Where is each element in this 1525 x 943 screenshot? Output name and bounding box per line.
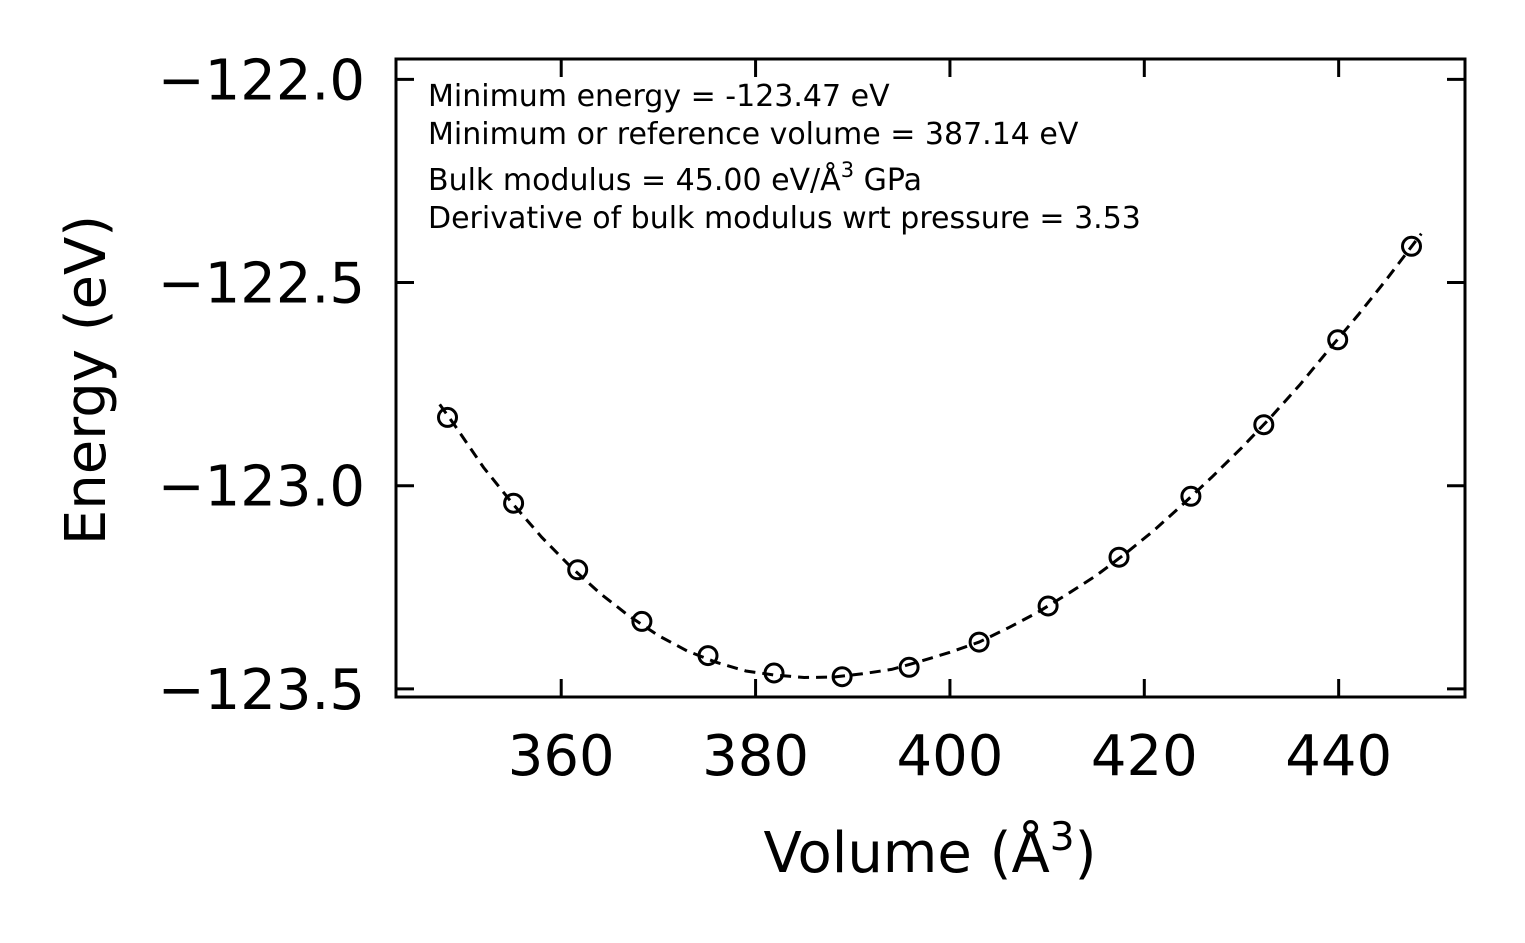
x-tick-label: 440 [1285,724,1392,789]
x-axis-title: Volume (Å3) [764,815,1097,886]
y-tick-label: −123.5 [158,658,365,723]
x-tick-label: 420 [1091,724,1198,789]
y-tick-label: −122.5 [158,252,365,317]
data-point [503,492,525,514]
tick-layer: 360 380 400 420 440 −122.0 −122.5 −123.0 −123.5 [158,48,1465,789]
fit-curve [438,232,1423,680]
x-axis-title-text: Volume (Å [764,820,1050,886]
data-point [763,662,785,684]
data-point [1327,329,1349,351]
annotation-bulk-modulus-text: Bulk modulus = 45.00 eV/Å [428,162,841,198]
fit-line-layer [438,232,1423,680]
annotation-bulk-modulus-unit: GPa [854,163,922,198]
data-point [898,656,920,678]
data-markers-layer [437,235,1422,688]
annotation-min-volume: Minimum or reference volume = 387.14 eV [428,117,1079,152]
x-axis-title-close: ) [1075,821,1097,886]
annotation-min-energy: Minimum energy = -123.47 eV [428,79,890,114]
data-point [631,610,653,632]
data-point [1037,595,1059,617]
data-point [567,559,589,581]
x-axis-title-sup: 3 [1050,815,1075,860]
data-point [697,645,719,667]
x-tick-label: 380 [702,724,809,789]
x-tick-label: 400 [896,724,1003,789]
data-point [1108,546,1130,568]
data-point [437,406,458,428]
data-point [968,631,990,653]
data-point [831,666,853,688]
data-point [1253,414,1275,436]
x-tick-label: 360 [508,724,615,789]
y-axis-title: Energy (eV) [54,215,119,545]
annotation-bulk-modulus-sup: 3 [841,158,854,182]
data-point [1180,485,1202,507]
annotation-bulk-modulus-derivative: Derivative of bulk modulus wrt pressure … [428,201,1141,236]
annotation-bulk-modulus: Bulk modulus = 45.00 eV/Å3 GPa [428,158,922,198]
y-tick-label: −123.0 [158,455,365,520]
plot-frame [394,57,1467,699]
data-point [1401,235,1422,257]
y-tick-label: −122.0 [158,48,365,113]
